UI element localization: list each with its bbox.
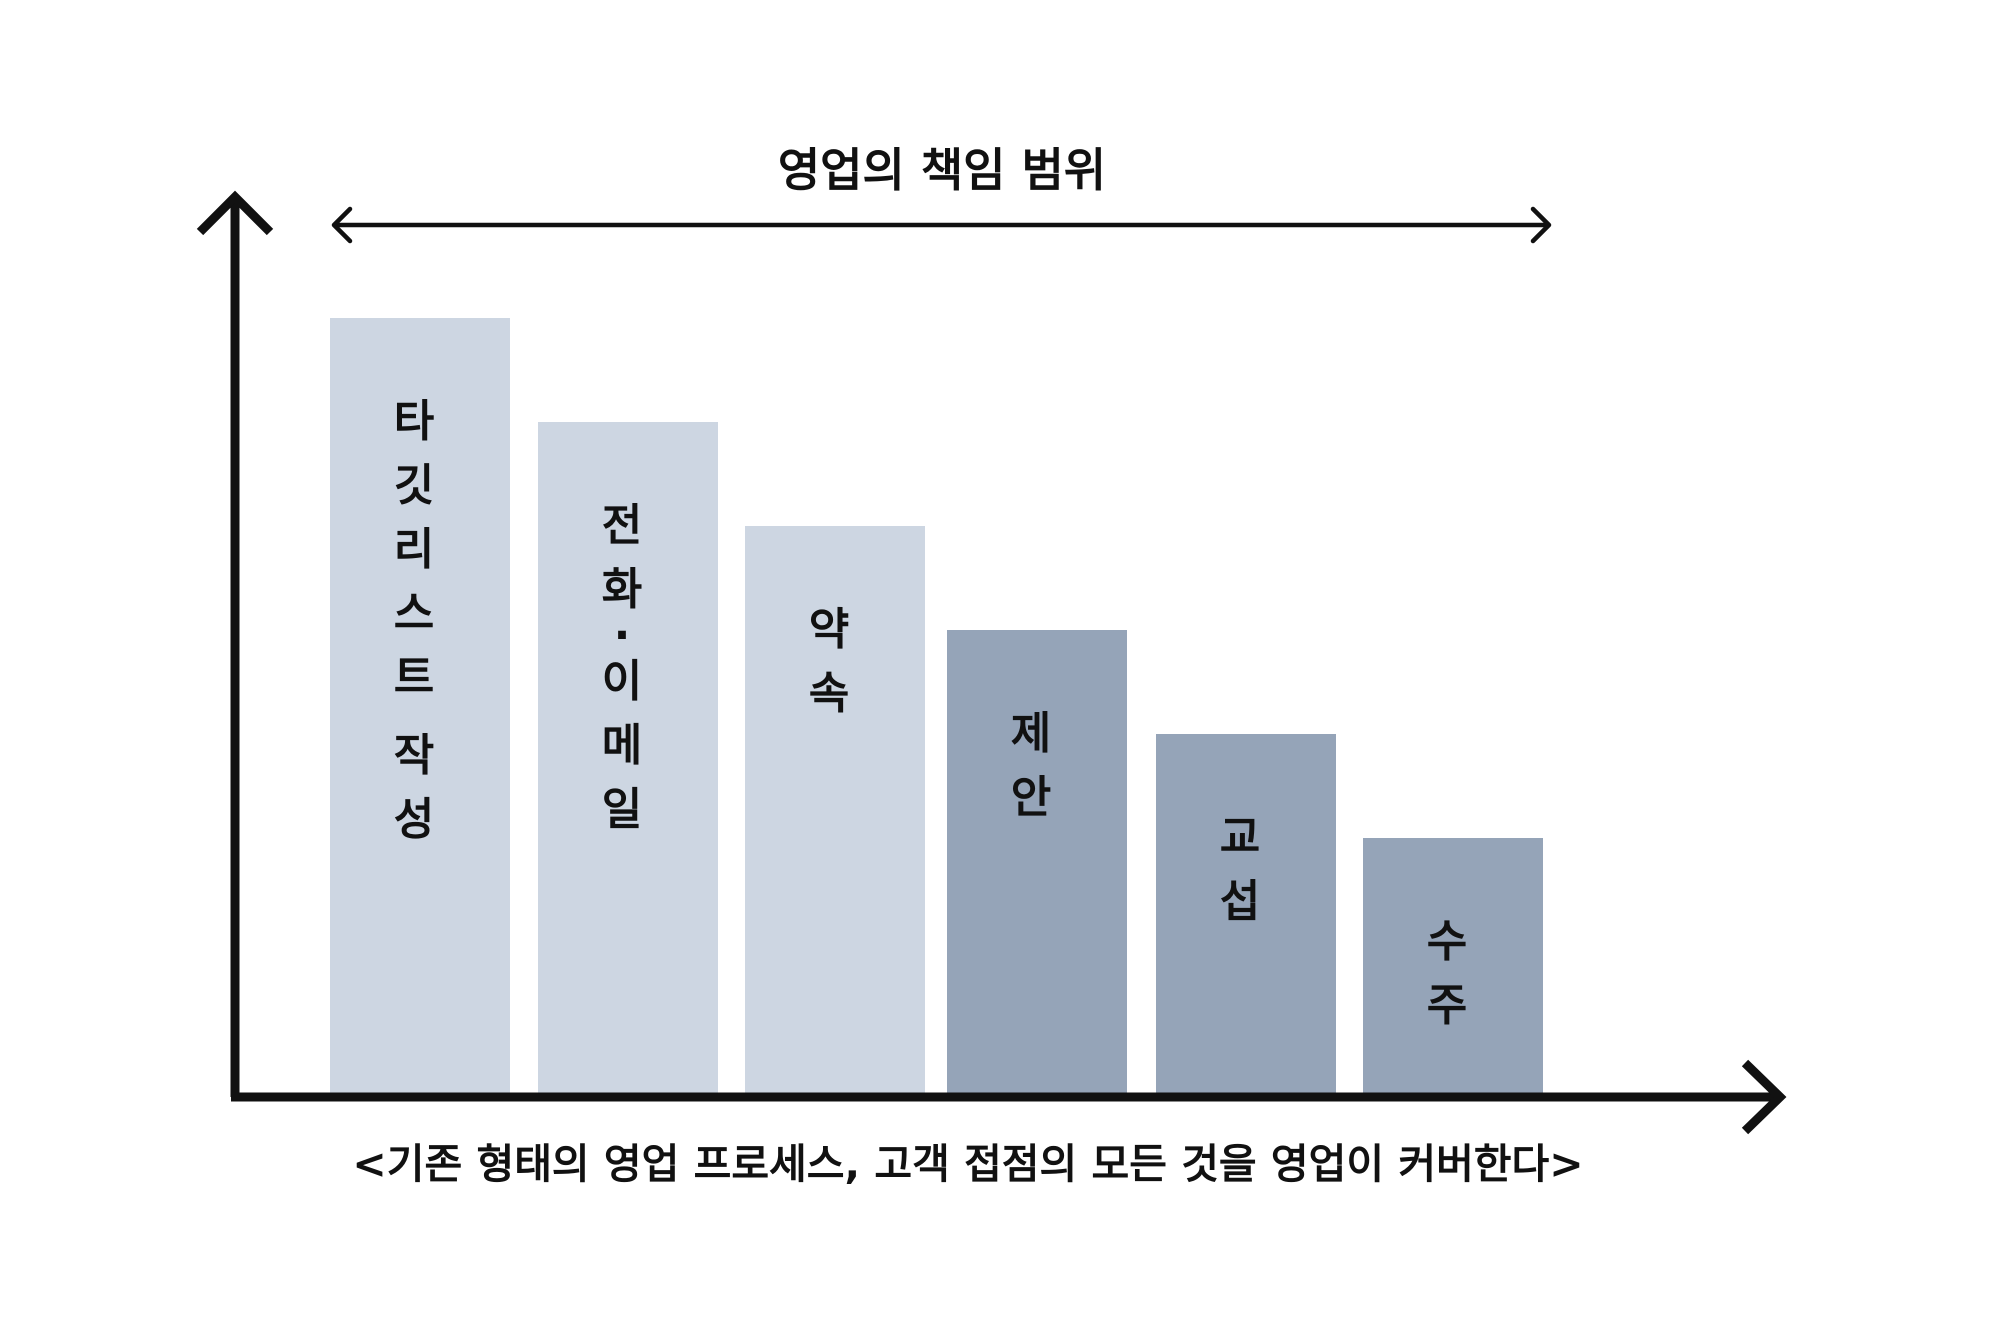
bar-6 bbox=[1363, 838, 1543, 1093]
bar-label-2: 전 화 · 이 메 일 bbox=[602, 500, 642, 835]
bar-5 bbox=[1156, 734, 1336, 1093]
range-arrow-left-head-icon bbox=[331, 206, 353, 244]
bar-2 bbox=[538, 422, 718, 1093]
bar-1 bbox=[330, 318, 510, 1093]
diagram-title: 영업의 책임 범위 bbox=[778, 143, 1106, 197]
diagram-caption: <기존 형태의 영업 프로세스, 고객 접점의 모든 것을 영업이 커버한다> bbox=[352, 1140, 1583, 1188]
x-axis-arrowhead-icon bbox=[1741, 1059, 1787, 1135]
responsibility-range-arrow bbox=[331, 206, 1552, 244]
bar-4 bbox=[947, 630, 1127, 1093]
bar-3 bbox=[745, 526, 925, 1093]
axes bbox=[196, 190, 1787, 1135]
range-arrow-right-head-icon bbox=[1530, 206, 1552, 244]
y-axis-arrowhead-icon bbox=[196, 190, 274, 236]
